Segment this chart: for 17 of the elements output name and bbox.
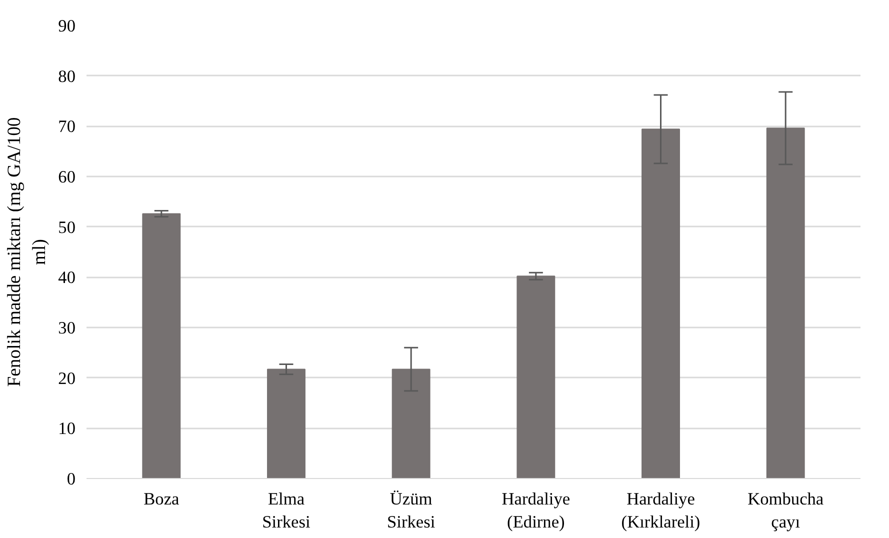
- x-tick-label: Elma Sirkesi: [262, 490, 310, 532]
- y-tick-label: 50: [58, 218, 76, 237]
- x-tick-label: Hardaliye (Edirne): [502, 490, 570, 532]
- y-tick-label: 30: [58, 318, 76, 338]
- y-tick-label: 20: [58, 368, 76, 388]
- y-tick-label: 90: [58, 16, 76, 36]
- x-tick-label: Üzüm Sirkesi: [387, 490, 436, 532]
- y-axis-title: Fenolik madde miktarı (mg GA/100 ml): [4, 117, 50, 387]
- y-tick-label: 0: [66, 470, 76, 488]
- y-tick-label: 60: [58, 168, 76, 186]
- y-tick-label: 40: [58, 268, 76, 288]
- y-tick-label: 80: [58, 66, 76, 86]
- x-tick-label: Boza: [144, 490, 180, 508]
- y-tick-label: 10: [58, 419, 76, 438]
- x-tick-label: Kombucha çayı: [748, 490, 824, 532]
- x-tick-label: Hardaliye (Kırklareli): [621, 490, 700, 532]
- y-tick-label: 70: [58, 117, 76, 136]
